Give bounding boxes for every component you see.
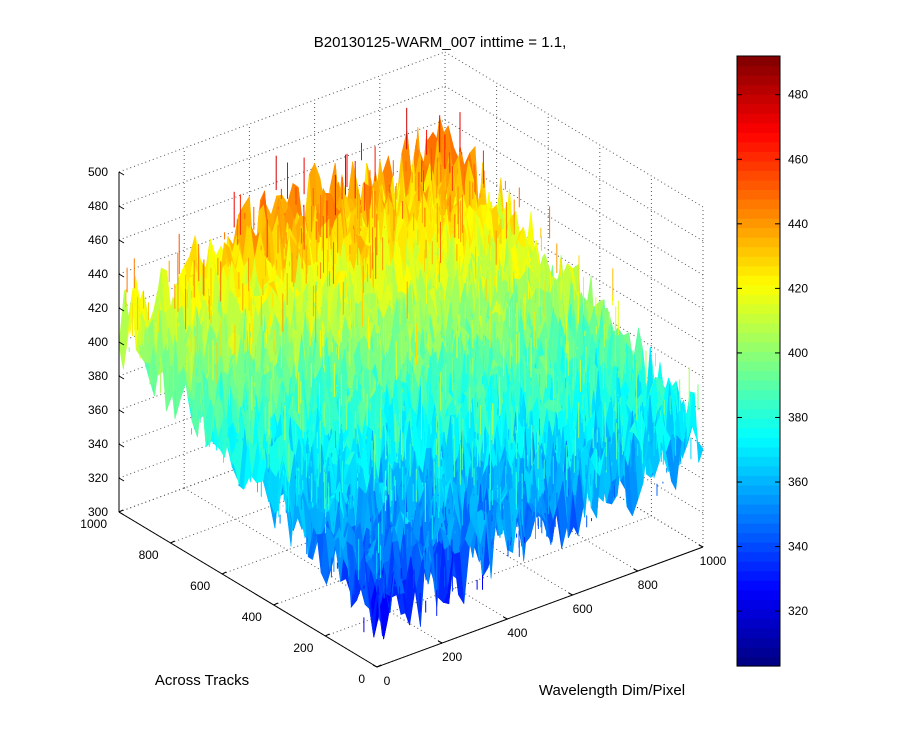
grid-line	[118, 51, 446, 173]
surface-plot	[118, 107, 704, 640]
chart-title: B20130125-WARM_007 inttime = 1.1,	[314, 34, 567, 51]
